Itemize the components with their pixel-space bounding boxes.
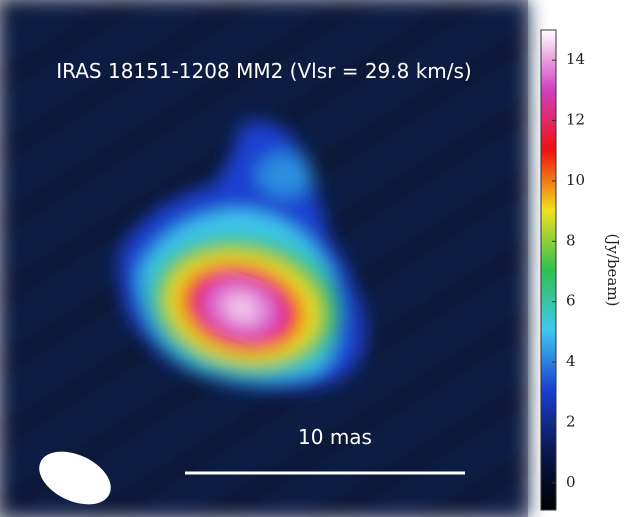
colorbar-tick-label: 10 [566,171,585,189]
colorbar-tick-label: 2 [566,412,576,430]
title: IRAS 18151-1208 MM2 (Vlsr = 29.8 km/s) [56,59,471,83]
scale-bar-label: 10 mas [298,425,372,449]
colorbar [541,30,556,510]
map: 10 mas IRAS 18151-1208 MM2 (Vlsr = 29.8 … [0,0,528,517]
colorbar-tick-label: 8 [566,231,576,249]
colorbar-tick-label: 6 [566,292,576,310]
colorbar-tick-label: 0 [566,473,576,491]
figure: 10 mas IRAS 18151-1208 MM2 (Vlsr = 29.8 … [0,0,638,517]
colorbar-tick-label: 4 [566,352,576,370]
colorbar-tick-label: 12 [566,111,585,129]
colorbar-tick-label: 14 [566,50,585,68]
colorbar-label: (Jy/beam) [604,234,622,307]
